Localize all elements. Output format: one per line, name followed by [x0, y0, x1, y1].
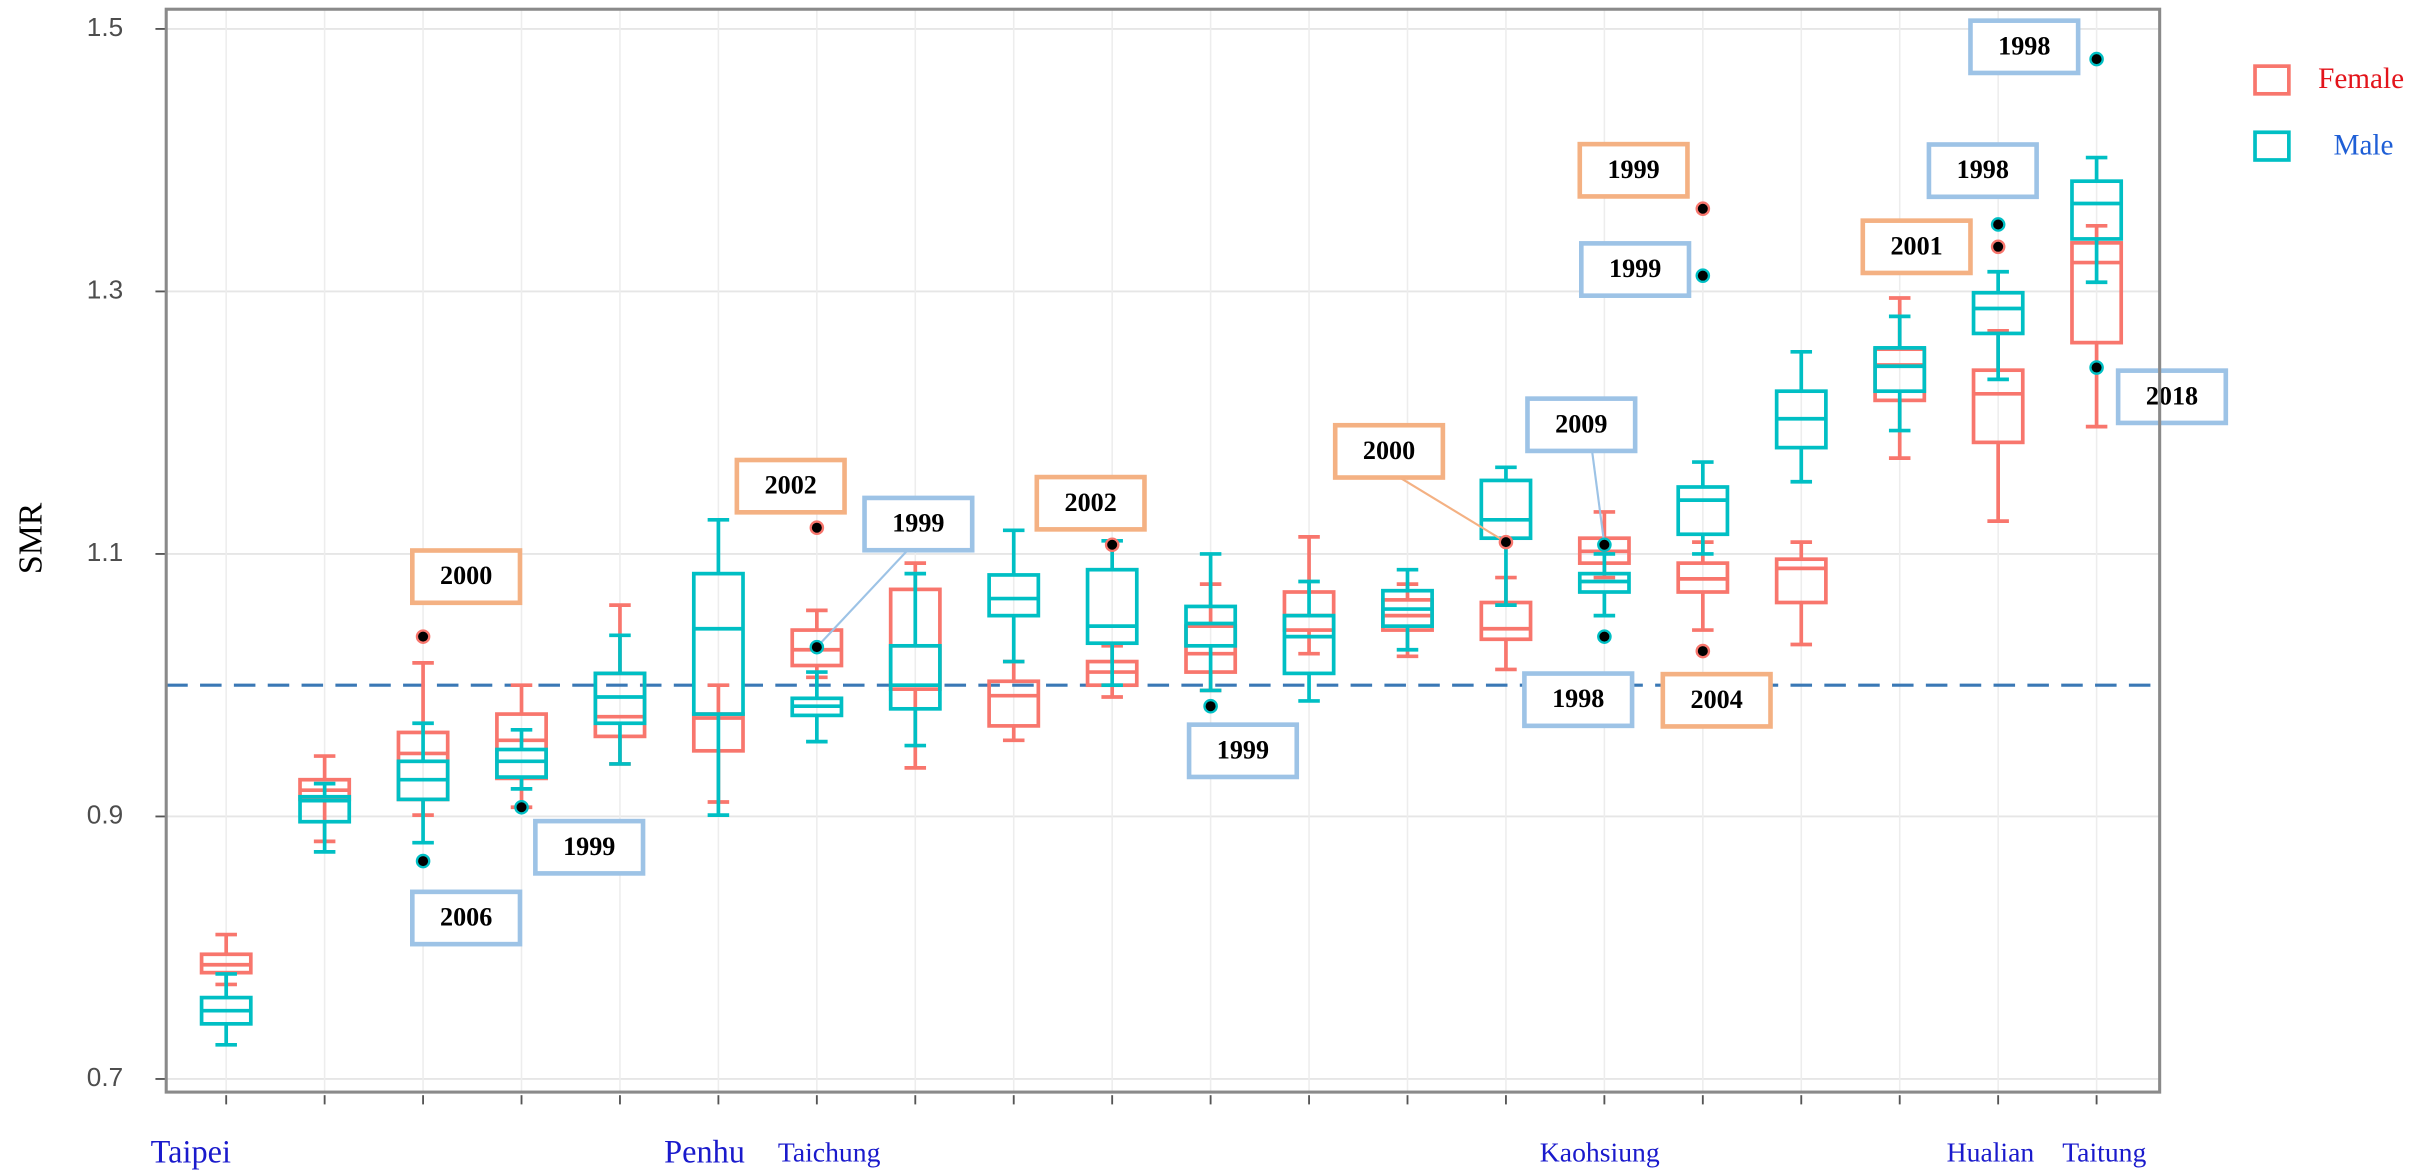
outlier [809, 520, 825, 535]
outlier-label: 1999 [1217, 735, 1269, 764]
box [987, 573, 1041, 618]
box [1971, 290, 2025, 336]
x-tick-label: Taichung [778, 1137, 881, 1168]
label-leader [1591, 450, 1606, 545]
x-tick-label: Taipei [151, 1134, 231, 1170]
label-box [1926, 142, 2039, 200]
label-box [410, 889, 523, 947]
plot-frame [164, 7, 2162, 1094]
plot-area: 0.7 0.9 1.1 1.3 1.5 Taipei Penhu Taichung Kaohsi… [87, 7, 2404, 1170]
outlier [1990, 217, 2006, 232]
outlier [1104, 537, 1120, 553]
label-box [1577, 141, 1690, 199]
x-tick-label: Hualian [1947, 1137, 2035, 1168]
outlier-label: 1999 [1609, 254, 1661, 283]
box [1873, 346, 1927, 394]
outlier-label: 2004 [1691, 685, 1743, 714]
box [298, 794, 352, 824]
box [888, 643, 942, 711]
label-box [1186, 722, 1300, 780]
legend-swatch [2253, 64, 2291, 96]
outlier [1695, 643, 1711, 659]
x-tick-label: Taitung [2062, 1137, 2146, 1168]
outlier-label: 2001 [1891, 231, 1943, 260]
y-axis-label: SMR [13, 502, 50, 574]
outlier-label: 2002 [765, 471, 817, 500]
x-tick-label: Kaohsiung [1540, 1137, 1660, 1168]
outlier [1597, 537, 1612, 553]
outlier [2089, 51, 2104, 67]
outlier [1695, 201, 1711, 217]
outlier-label: 1999 [1607, 155, 1659, 184]
y-tick-label: 1.1 [87, 537, 123, 567]
outlier-label: 1998 [1957, 155, 2009, 184]
label-box [1660, 671, 1773, 729]
outlier [415, 853, 431, 869]
box [495, 747, 548, 779]
outlier [1990, 239, 2006, 255]
outlier-label: 2002 [1065, 488, 1117, 517]
label-box [862, 495, 975, 553]
label-box [1579, 241, 1692, 298]
box [1184, 604, 1238, 648]
outlier [1597, 629, 1612, 644]
outlier-label: 2018 [2146, 381, 2198, 410]
outlier-label: 1999 [892, 509, 944, 538]
label-box [1860, 218, 1973, 276]
y-tick-label: 0.7 [87, 1062, 123, 1092]
y-tick-label: 0.9 [87, 799, 123, 829]
box [1676, 485, 1730, 537]
label-box [1332, 422, 1446, 480]
box [987, 679, 1041, 728]
outlier-label: 1999 [563, 832, 615, 861]
legend-label: Female [2318, 63, 2404, 95]
label-box [1522, 671, 1635, 729]
label-box [734, 457, 847, 515]
legend-label: Male [2333, 129, 2393, 161]
outlier [514, 799, 529, 815]
label-box [1034, 474, 1147, 532]
outlier [415, 629, 431, 644]
outlier [1498, 534, 1514, 550]
outlier-label: 2006 [440, 903, 492, 932]
outlier [809, 639, 825, 655]
outlier-label: 2009 [1555, 409, 1607, 438]
outlier-label: 1998 [1998, 31, 2050, 60]
outlier [2089, 360, 2104, 375]
label-box [1968, 18, 2081, 76]
label-box [410, 548, 523, 606]
box [1774, 557, 1828, 605]
label-leader [816, 549, 909, 648]
x-tick-label: Penhu [664, 1134, 745, 1170]
outlier-label: 1998 [1552, 684, 1604, 713]
y-tick-label: 1.3 [87, 274, 123, 304]
box [790, 628, 844, 668]
legend-swatch [2253, 130, 2291, 162]
y-tick-label: 1.5 [87, 12, 123, 42]
label-box [533, 818, 646, 876]
label-box [1525, 396, 1638, 454]
label-leader [1399, 476, 1507, 544]
outlier-label: 2000 [440, 561, 492, 590]
outlier [1203, 698, 1218, 714]
box [691, 571, 745, 716]
box [1085, 567, 1139, 646]
box [2070, 179, 2124, 241]
outlier-label: 2000 [1363, 436, 1415, 465]
box [1282, 613, 1336, 676]
label-box [2115, 368, 2229, 426]
outlier [1695, 268, 1711, 283]
